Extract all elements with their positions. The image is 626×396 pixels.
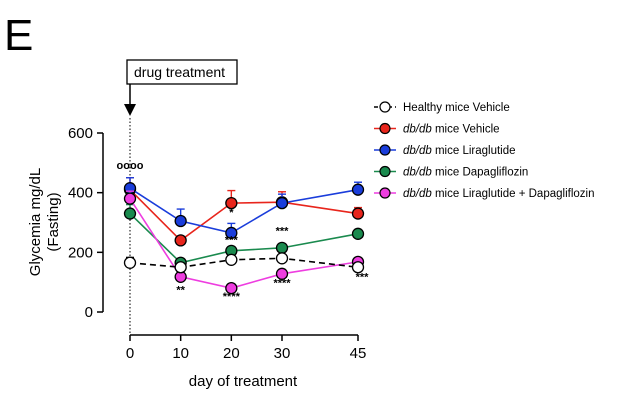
legend-item: Healthy mice Vehicle (374, 101, 510, 114)
data-point (351, 227, 365, 240)
significance-label: *** (356, 272, 370, 284)
legend-label-text: mice Liraglutide (432, 145, 516, 157)
data-point (225, 196, 238, 210)
x-tick-label: 20 (223, 345, 240, 362)
x-tick-label: 0 (126, 345, 134, 362)
data-point (275, 252, 289, 265)
significance-label: *** (225, 234, 239, 246)
data-point (225, 281, 238, 295)
y-tick-label: 200 (68, 244, 93, 261)
annotation-box (126, 59, 238, 85)
x-axis: 0 10 20 30 45 day of treatment (126, 334, 367, 390)
y-tick-label: 400 (68, 185, 93, 202)
data-point (275, 196, 289, 210)
legend-swatch-marker (379, 165, 391, 178)
legend-label-text: mice Liraglutide + Dapagliflozin (432, 188, 595, 200)
legend-label-text: mice Vehicle (432, 124, 500, 136)
y-axis-title-line2: (Fasting) (45, 192, 62, 251)
x-tick-label: 30 (274, 345, 291, 362)
series-line (129, 257, 359, 269)
series-line (129, 198, 359, 289)
legend-item: db/db mice Liraglutide + Dapagliflozin (374, 187, 594, 200)
data-point (351, 261, 365, 274)
series-0 (123, 252, 365, 274)
series-3 (123, 203, 365, 269)
legend-swatch-marker (379, 187, 391, 199)
significance-label: ** (176, 285, 185, 297)
data-point (225, 226, 238, 240)
drug-treatment-annotation: drug treatment (124, 59, 238, 340)
data-point (225, 253, 238, 266)
data-point (275, 267, 289, 280)
series-line (129, 189, 359, 242)
legend-item: db/db mice Dapagliflozin (374, 165, 528, 179)
legend-label-italic: db/db (403, 188, 432, 200)
legend-label: db/db mice Dapagliflozin (403, 167, 528, 179)
legend-label: db/db mice Vehicle (403, 124, 500, 136)
data-point (123, 256, 137, 269)
panel-letter: E (4, 11, 33, 60)
y-axis: 0 200 400 600 Glycemia mg/dL (Fasting) (27, 125, 104, 321)
legend-label: db/db mice Liraglutide + Dapagliflozin (403, 188, 594, 200)
data-point (174, 261, 187, 274)
legend-label-text: Healthy mice Vehicle (403, 102, 510, 114)
x-axis-title: day of treatment (189, 373, 298, 390)
series-line (129, 212, 359, 264)
significance-label: oooo (117, 160, 144, 172)
annotation-label: drug treatment (134, 64, 225, 80)
y-axis-title-line1: Glycemia mg/dL (27, 168, 44, 276)
data-point (174, 214, 187, 228)
significance-label: **** (273, 278, 291, 290)
significance-label: **** (223, 291, 241, 303)
data-point (123, 207, 137, 220)
x-tick-label: 10 (172, 345, 189, 362)
legend-label-italic: db/db (403, 167, 432, 179)
legend-item: db/db mice Vehicle (374, 122, 500, 136)
series-layer (123, 177, 365, 295)
annotation-arrowhead (124, 104, 136, 116)
significance-label: *** (276, 225, 290, 237)
series-2 (123, 177, 365, 240)
series-1 (123, 177, 365, 247)
data-point (275, 241, 289, 255)
data-point (123, 192, 137, 205)
legend-item: db/db mice Liraglutide (374, 144, 516, 157)
legend-swatch-marker (379, 122, 391, 135)
y-tick-label: 600 (68, 125, 93, 142)
legend-label-text: mice Dapagliflozin (432, 167, 529, 179)
legend-label: db/db mice Liraglutide (403, 145, 516, 157)
legend-swatch-marker (379, 144, 391, 156)
series-4 (123, 190, 365, 295)
series-line (129, 187, 359, 234)
legend-swatch-marker (379, 101, 391, 113)
data-point (174, 234, 187, 247)
x-tick-label: 45 (350, 345, 367, 362)
legend-label-italic: db/db (403, 124, 432, 136)
significance-label: * (229, 207, 234, 219)
legend-label-italic: db/db (403, 145, 432, 157)
data-point (351, 183, 365, 196)
legend-label: Healthy mice Vehicle (403, 102, 510, 114)
significance-labels: oooo***************** *** (117, 160, 370, 303)
y-tick-label: 0 (85, 304, 93, 321)
data-point (351, 207, 365, 220)
